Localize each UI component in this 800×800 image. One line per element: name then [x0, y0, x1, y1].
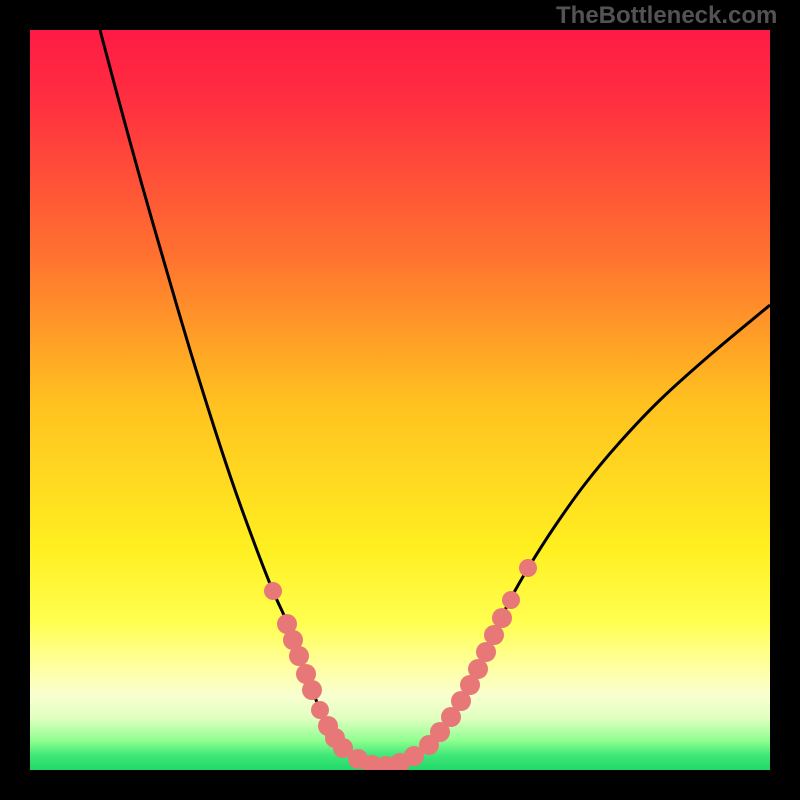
plot-area	[30, 30, 770, 770]
marker-dot	[264, 582, 282, 600]
chart-svg	[30, 30, 770, 770]
marker-dot	[492, 608, 512, 628]
marker-dot	[476, 642, 496, 662]
marker-dot	[519, 559, 537, 577]
marker-dot	[502, 591, 520, 609]
marker-dot	[484, 625, 504, 645]
chart-frame: TheBottleneck.com	[0, 0, 800, 800]
marker-dot	[468, 659, 488, 679]
attribution-text: TheBottleneck.com	[556, 2, 777, 30]
marker-dot	[289, 646, 309, 666]
marker-dot	[302, 680, 322, 700]
